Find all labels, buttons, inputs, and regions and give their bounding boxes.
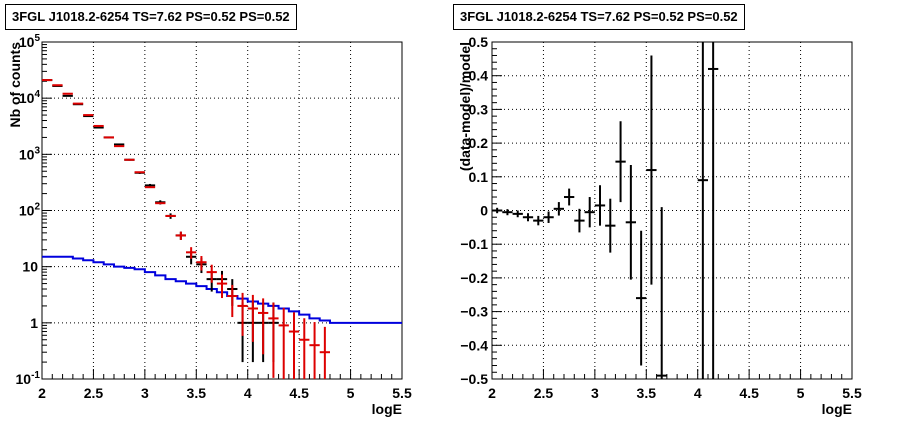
y-tick-label: 0.4 bbox=[469, 68, 489, 84]
counts-title: 3FGL J1018.2-6254 TS=7.62 PS=0.52 PS=0.5… bbox=[5, 4, 297, 30]
x-tick-label: 3 bbox=[141, 385, 149, 401]
y-tick-label: 0.1 bbox=[469, 169, 489, 185]
y-tick-label: 0.2 bbox=[469, 135, 489, 151]
x-tick-label: 2.5 bbox=[534, 385, 554, 401]
x-tick-label: 3.5 bbox=[187, 385, 207, 401]
y-tick-label: 0.3 bbox=[469, 101, 489, 117]
x-tick-label: 5 bbox=[797, 385, 805, 401]
x-tick-label: 5 bbox=[347, 385, 355, 401]
y-tick-label: −0.5 bbox=[460, 371, 488, 387]
y-axis-label: Nb of counts bbox=[7, 42, 23, 128]
x-tick-label: 4.5 bbox=[739, 385, 759, 401]
y-tick-label: 105 bbox=[19, 33, 41, 50]
y-tick-label: 10-1 bbox=[16, 370, 41, 387]
x-tick-label: 2 bbox=[488, 385, 496, 401]
y-tick-label: 104 bbox=[19, 89, 41, 106]
residuals-title: 3FGL J1018.2-6254 TS=7.62 PS=0.52 PS=0.5… bbox=[453, 4, 745, 30]
y-tick-label: 1 bbox=[30, 315, 38, 331]
y-tick-label: 0.5 bbox=[469, 34, 489, 50]
x-tick-label: 4.5 bbox=[289, 385, 309, 401]
y-tick-label: 102 bbox=[19, 202, 41, 219]
x-tick-label: 2.5 bbox=[84, 385, 104, 401]
y-tick-label: 0 bbox=[480, 203, 488, 219]
residuals-panel: 3FGL J1018.2-6254 TS=7.62 PS=0.52 PS=0.5… bbox=[449, 0, 898, 421]
x-tick-label: 3 bbox=[591, 385, 599, 401]
y-tick-label: −0.2 bbox=[460, 270, 488, 286]
x-axis-label: logE bbox=[822, 401, 852, 417]
x-tick-label: 5.5 bbox=[842, 385, 862, 401]
x-tick-label: 3.5 bbox=[637, 385, 657, 401]
y-tick-label: 10 bbox=[22, 259, 38, 275]
y-tick-label: −0.3 bbox=[460, 304, 488, 320]
y-axis-label: (data-model)/model bbox=[457, 42, 473, 171]
x-tick-label: 5.5 bbox=[392, 385, 412, 401]
x-tick-label: 4 bbox=[244, 385, 252, 401]
x-axis-label: logE bbox=[372, 401, 402, 417]
y-tick-label: −0.4 bbox=[460, 337, 488, 353]
x-tick-label: 4 bbox=[694, 385, 702, 401]
y-tick-label: −0.1 bbox=[460, 236, 488, 252]
x-tick-label: 2 bbox=[38, 385, 46, 401]
counts-panel: 3FGL J1018.2-6254 TS=7.62 PS=0.52 PS=0.5… bbox=[5, 4, 412, 417]
y-tick-label: 103 bbox=[19, 145, 41, 162]
